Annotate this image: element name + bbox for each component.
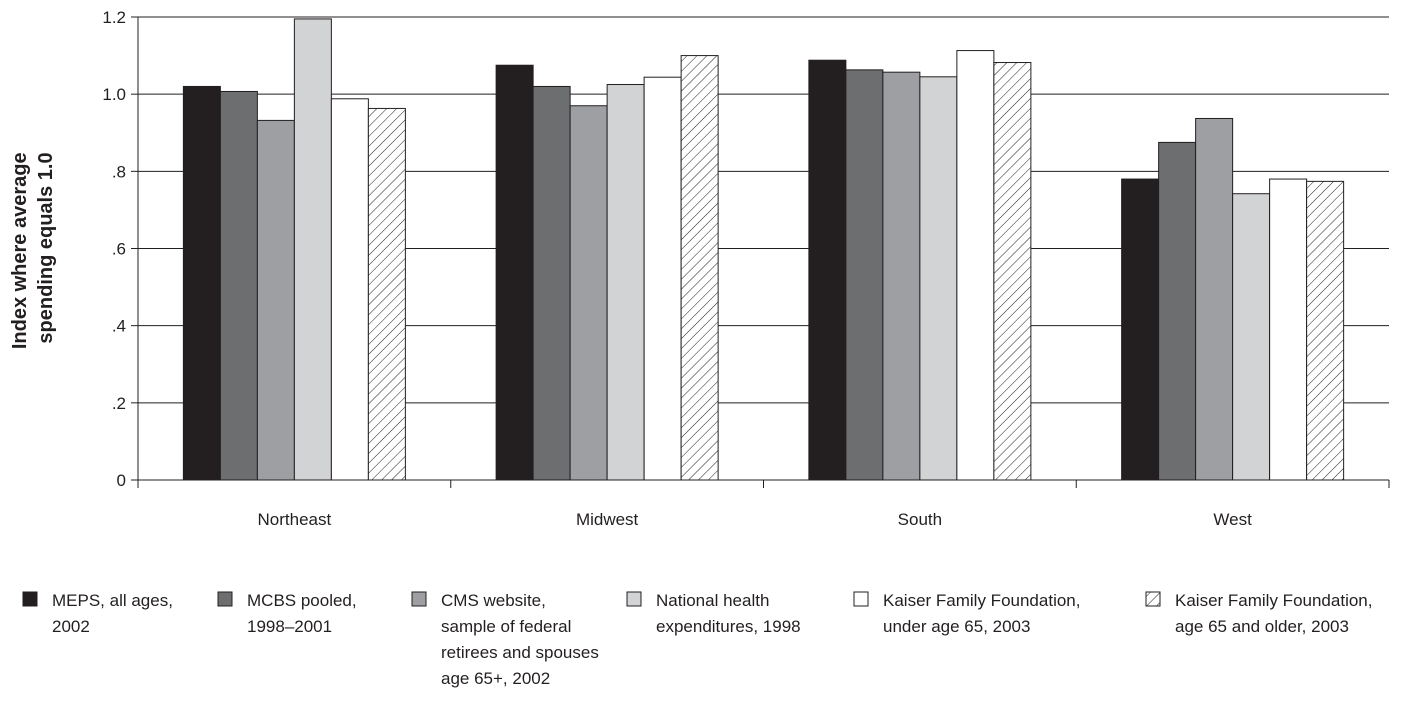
legend-label-line: expenditures, 1998 [656, 617, 801, 636]
legend: MEPS, all ages, 2002 MCBS pooled, 1998–2001… [22, 591, 1372, 688]
legend-label-line: Kaiser Family Foundation, [883, 591, 1080, 610]
bars [182, 18, 1345, 481]
legend-item-3: CMS website, sample of federal retirees an… [411, 591, 599, 688]
y-tick-label: .6 [112, 240, 126, 259]
bar-midwest-series-5 [643, 76, 682, 481]
legend-item-5: Kaiser Family Foundation, under age 65, 2… [853, 591, 1080, 636]
x-category-label: West [1213, 510, 1252, 529]
bar-south-series-3 [882, 71, 921, 481]
legend-swatch [22, 591, 38, 607]
legend-item-2: MCBS pooled, 1998–2001 [217, 591, 357, 636]
legend-label-line: age 65+, 2002 [441, 669, 550, 688]
bar-northeast-series-5 [330, 98, 369, 481]
legend-swatch [217, 591, 233, 607]
bar-northeast-series-2 [219, 90, 258, 481]
legend-label-line: National health [656, 591, 769, 610]
legend-label-line: 2002 [52, 617, 90, 636]
bar-south-series-6 [993, 62, 1032, 481]
legend-label-line: retirees and spouses [441, 643, 599, 662]
legend-swatch [626, 591, 642, 607]
bar-south-series-5 [956, 50, 995, 481]
bar-northeast-series-4 [293, 18, 332, 481]
bar-midwest-series-1 [495, 64, 534, 481]
legend-item-1: MEPS, all ages, 2002 [22, 591, 173, 636]
legend-label-line: CMS website, [441, 591, 546, 610]
legend-swatch [1145, 591, 1161, 607]
legend-label-line: Kaiser Family Foundation, [1175, 591, 1372, 610]
bar-west-series-2 [1158, 141, 1197, 481]
bar-northeast-series-3 [256, 119, 295, 481]
legend-label-line: sample of federal [441, 617, 571, 636]
x-category-label: Midwest [576, 510, 639, 529]
bar-south-series-2 [845, 69, 884, 481]
bar-northeast-series-1 [182, 85, 221, 481]
axes [137, 17, 1390, 488]
bar-midwest-series-4 [606, 84, 645, 481]
bar-midwest-series-2 [532, 85, 571, 481]
legend-label-line: under age 65, 2003 [883, 617, 1030, 636]
bar-south-series-4 [919, 76, 958, 481]
y-axis-title-line-2: spending equals 1.0 [35, 152, 57, 343]
y-axis-title: Index where average spending equals 1.0 [9, 147, 57, 349]
y-axis-title-line-1: Index where average [9, 152, 31, 349]
legend-swatch [411, 591, 427, 607]
y-tick-label: .2 [112, 394, 126, 413]
x-category-label: Northeast [258, 510, 332, 529]
y-tick-label: 1.0 [102, 85, 126, 104]
x-category-label: South [898, 510, 942, 529]
bar-west-series-6 [1306, 180, 1345, 481]
legend-item-6: Kaiser Family Foundation, age 65 and olde… [1145, 591, 1372, 636]
y-tick-label: 1.2 [102, 8, 126, 27]
legend-label-line: MCBS pooled, [247, 591, 357, 610]
x-category-labels: Northeast Midwest South West [258, 510, 1253, 529]
bar-west-series-5 [1269, 178, 1308, 481]
bar-midwest-series-6 [680, 55, 719, 481]
legend-label-line: MEPS, all ages, [52, 591, 173, 610]
legend-label-line: age 65 and older, 2003 [1175, 617, 1349, 636]
legend-swatch [853, 591, 869, 607]
legend-label-line: 1998–2001 [247, 617, 332, 636]
y-tick-label: 0 [117, 471, 126, 490]
legend-item-4: National health expenditures, 1998 [626, 591, 801, 636]
y-tick-label: .4 [112, 317, 126, 336]
bar-west-series-3 [1195, 117, 1234, 481]
bar-west-series-4 [1232, 193, 1271, 481]
bar-west-series-1 [1121, 178, 1160, 481]
y-tick-labels: 0 .2 .4 .6 .8 1.0 1.2 [102, 8, 126, 490]
bar-northeast-series-6 [367, 107, 406, 481]
bar-midwest-series-3 [569, 105, 608, 481]
bar-south-series-1 [808, 59, 847, 481]
y-tick-label: .8 [112, 162, 126, 181]
